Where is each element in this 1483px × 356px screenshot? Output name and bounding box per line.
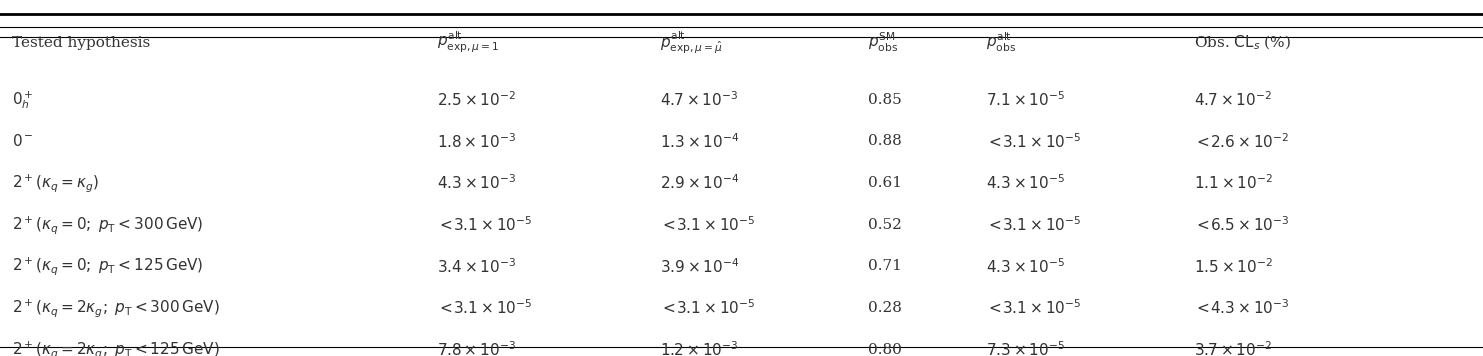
Text: $<\!3.1 \times 10^{-5}$: $<\!3.1 \times 10^{-5}$ (986, 215, 1081, 234)
Text: $1.8 \times 10^{-3}$: $1.8 \times 10^{-3}$ (437, 132, 516, 151)
Text: Obs. $\mathrm{CL}_s$ (%): Obs. $\mathrm{CL}_s$ (%) (1194, 33, 1292, 52)
Text: $2.5 \times 10^{-2}$: $2.5 \times 10^{-2}$ (437, 90, 516, 109)
Text: $7.1 \times 10^{-5}$: $7.1 \times 10^{-5}$ (986, 90, 1065, 109)
Text: $2.9 \times 10^{-4}$: $2.9 \times 10^{-4}$ (660, 174, 740, 192)
Text: $4.3 \times 10^{-3}$: $4.3 \times 10^{-3}$ (437, 174, 518, 192)
Text: 0.52: 0.52 (868, 218, 902, 232)
Text: $1.5 \times 10^{-2}$: $1.5 \times 10^{-2}$ (1194, 257, 1272, 276)
Text: $2^+(\kappa_q = 0;\; p_{\mathrm{T}} < 125\,\mathrm{GeV})$: $2^+(\kappa_q = 0;\; p_{\mathrm{T}} < 12… (12, 255, 203, 277)
Text: 0.71: 0.71 (868, 259, 902, 273)
Text: $p_{\mathrm{obs}}^{\mathrm{alt}}$: $p_{\mathrm{obs}}^{\mathrm{alt}}$ (986, 31, 1016, 54)
Text: Tested hypothesis: Tested hypothesis (12, 36, 150, 50)
Text: $1.1 \times 10^{-2}$: $1.1 \times 10^{-2}$ (1194, 174, 1272, 192)
Text: $p_{\mathrm{exp},\mu=\hat{\mu}}^{\mathrm{alt}}$: $p_{\mathrm{exp},\mu=\hat{\mu}}^{\mathrm… (660, 30, 724, 56)
Text: $4.3 \times 10^{-5}$: $4.3 \times 10^{-5}$ (986, 174, 1065, 192)
Text: $3.4 \times 10^{-3}$: $3.4 \times 10^{-3}$ (437, 257, 518, 276)
Text: $<\!3.1 \times 10^{-5}$: $<\!3.1 \times 10^{-5}$ (660, 215, 755, 234)
Text: $p_{\mathrm{obs}}^{\mathrm{SM}}$: $p_{\mathrm{obs}}^{\mathrm{SM}}$ (868, 31, 897, 54)
Text: $<\!3.1 \times 10^{-5}$: $<\!3.1 \times 10^{-5}$ (986, 299, 1081, 317)
Text: $1.3 \times 10^{-4}$: $1.3 \times 10^{-4}$ (660, 132, 740, 151)
Text: 0.80: 0.80 (868, 342, 902, 356)
Text: $<\!4.3 \times 10^{-3}$: $<\!4.3 \times 10^{-3}$ (1194, 299, 1289, 317)
Text: $2^+(\kappa_q = 2\kappa_g;\; p_{\mathrm{T}} < 300\,\mathrm{GeV})$: $2^+(\kappa_q = 2\kappa_g;\; p_{\mathrm{… (12, 297, 219, 319)
Text: $<\!3.1 \times 10^{-5}$: $<\!3.1 \times 10^{-5}$ (986, 132, 1081, 151)
Text: $2^+(\kappa_q = 0;\; p_{\mathrm{T}} < 300\,\mathrm{GeV})$: $2^+(\kappa_q = 0;\; p_{\mathrm{T}} < 30… (12, 214, 203, 236)
Text: $3.9 \times 10^{-4}$: $3.9 \times 10^{-4}$ (660, 257, 740, 276)
Text: $2^+(\kappa_q = \kappa_g)$: $2^+(\kappa_q = \kappa_g)$ (12, 172, 99, 194)
Text: $7.3 \times 10^{-5}$: $7.3 \times 10^{-5}$ (986, 340, 1065, 356)
Text: $<\!3.1 \times 10^{-5}$: $<\!3.1 \times 10^{-5}$ (437, 215, 532, 234)
Text: $<\!3.1 \times 10^{-5}$: $<\!3.1 \times 10^{-5}$ (437, 299, 532, 317)
Text: $3.7 \times 10^{-2}$: $3.7 \times 10^{-2}$ (1194, 340, 1272, 356)
Text: $0_h^+$: $0_h^+$ (12, 89, 34, 111)
Text: $0^-$: $0^-$ (12, 134, 34, 149)
Text: $1.2 \times 10^{-3}$: $1.2 \times 10^{-3}$ (660, 340, 739, 356)
Text: $4.7 \times 10^{-2}$: $4.7 \times 10^{-2}$ (1194, 90, 1272, 109)
Text: $<\!6.5 \times 10^{-3}$: $<\!6.5 \times 10^{-3}$ (1194, 215, 1289, 234)
Text: 0.85: 0.85 (868, 93, 902, 107)
Text: $4.3 \times 10^{-5}$: $4.3 \times 10^{-5}$ (986, 257, 1065, 276)
Text: 0.28: 0.28 (868, 301, 902, 315)
Text: $p_{\mathrm{exp},\mu=1}^{\mathrm{alt}}$: $p_{\mathrm{exp},\mu=1}^{\mathrm{alt}}$ (437, 30, 500, 55)
Text: $2^+(\kappa_q = 2\kappa_g;\; p_{\mathrm{T}} < 125\,\mathrm{GeV})$: $2^+(\kappa_q = 2\kappa_g;\; p_{\mathrm{… (12, 339, 219, 356)
Text: $7.8 \times 10^{-3}$: $7.8 \times 10^{-3}$ (437, 340, 516, 356)
Text: $4.7 \times 10^{-3}$: $4.7 \times 10^{-3}$ (660, 90, 739, 109)
Text: 0.88: 0.88 (868, 134, 902, 148)
Text: $<\!2.6 \times 10^{-2}$: $<\!2.6 \times 10^{-2}$ (1194, 132, 1289, 151)
Text: $<\!3.1 \times 10^{-5}$: $<\!3.1 \times 10^{-5}$ (660, 299, 755, 317)
Text: 0.61: 0.61 (868, 176, 902, 190)
